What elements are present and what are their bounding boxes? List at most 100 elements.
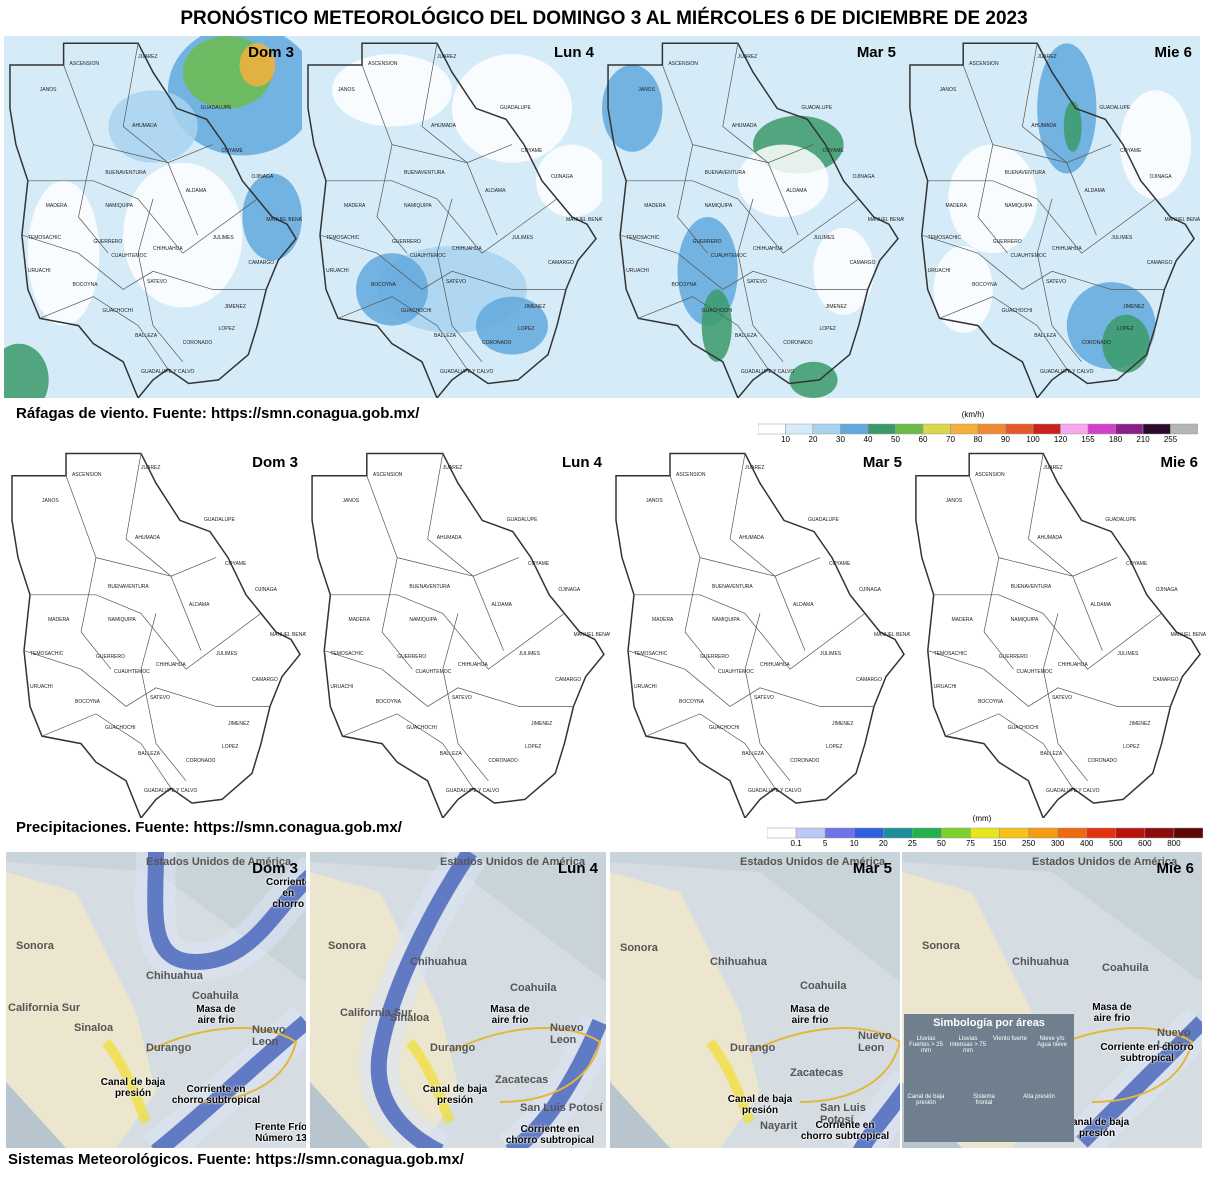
municipality-label: MANUEL BENAVIDES: [270, 632, 306, 638]
municipal-border: [330, 594, 565, 670]
municipality-label: COYAME: [221, 148, 243, 155]
municipality-label: COYAME: [1126, 561, 1148, 568]
legend-swatch: [1142, 423, 1171, 435]
municipality-label: TEMOSACHIC: [634, 650, 668, 657]
municipality-label: OJINAGA: [251, 173, 274, 180]
legend-swatch: [1173, 827, 1203, 839]
municipal-border: [1036, 198, 1082, 363]
municipality-label: BUENAVENTURA: [1004, 169, 1046, 176]
municipality-label: CUAUHTEMOC: [718, 669, 754, 676]
municipality-label: JUAREZ: [138, 54, 158, 61]
municipal-border: [30, 594, 262, 670]
caption: Ráfagas de viento. Fuente: https://smn.c…: [16, 405, 420, 422]
municipality-label: GUADALUPE: [801, 104, 833, 111]
municipality-label: LOPEZ: [218, 325, 235, 332]
day-label: Dom 3: [252, 454, 298, 471]
wind-area: [332, 54, 452, 127]
map: [6, 852, 306, 1148]
wind-area: [701, 289, 732, 362]
municipality-label: BALLEZA: [742, 751, 764, 758]
municipality-label: ALDAMA: [786, 188, 807, 195]
municipality-label: URUACHI: [30, 684, 53, 691]
jet-stream: [370, 852, 606, 1148]
municipality-label: COYAME: [225, 561, 247, 568]
map: [610, 852, 900, 1148]
municipality-label: OJINAGA: [1149, 173, 1172, 180]
legend-swatch: [1144, 827, 1175, 839]
municipality-label: JUAREZ: [745, 464, 765, 471]
municipality-label: URUACHI: [626, 267, 649, 274]
municipality-label: ALDAMA: [189, 602, 210, 609]
municipality-label: GUACHOCHI: [105, 725, 136, 731]
municipal-border: [1022, 43, 1112, 164]
low-pressure-trough: [706, 1038, 755, 1124]
wind-area: [536, 144, 602, 217]
municipality-label: SATEVO: [1052, 695, 1072, 702]
map: [307, 42, 602, 398]
municipality-label: OJINAGA: [859, 587, 881, 594]
municipality-label: NAMIQUIPA: [409, 617, 438, 624]
municipality-label: GUERRERO: [692, 238, 722, 245]
municipal-border: [1028, 453, 1118, 577]
wind-area: [4, 343, 49, 398]
map-label: Sonora: [922, 940, 960, 952]
municipality-label: JANOS: [945, 498, 963, 505]
municipality-label: CAMARGO: [252, 676, 278, 683]
municipality-label: CUAUHTEMOC: [111, 253, 148, 260]
municipality-label: SATEVO: [754, 695, 774, 702]
municipality-label: CUAUHTEMOC: [710, 253, 747, 260]
municipality-label: MADERA: [45, 202, 68, 209]
municipality-label: BALLEZA: [138, 751, 160, 758]
municipality-label: BALLEZA: [434, 332, 456, 339]
map-label: Sonora: [328, 940, 366, 952]
municipal-border: [342, 713, 474, 789]
municipality-label: CORONADO: [488, 758, 518, 765]
municipality-label: BOCOYNA: [679, 698, 705, 705]
map: [4, 36, 302, 398]
municipality-label: CAMARGO: [849, 260, 876, 267]
wind-area: [356, 253, 428, 326]
municipality-label: GUACHOCHI: [102, 307, 133, 314]
municipal-border: [442, 613, 489, 782]
municipality-label: MADERA: [644, 202, 666, 209]
municipal-border: [627, 650, 874, 707]
day-label: Dom 3: [248, 44, 294, 61]
municipality-label: JUAREZ: [437, 54, 457, 61]
legend-tick: 90: [1001, 435, 1010, 444]
municipality-label: CUAUHTEMOC: [1016, 669, 1053, 676]
map: [311, 452, 605, 818]
municipality-label: CAMARGO: [1146, 260, 1173, 267]
state-outline: [909, 42, 1195, 398]
state-outline: [607, 42, 899, 398]
municipality-label: GUERRERO: [992, 238, 1022, 245]
municipality-label: BUENAVENTURA: [404, 169, 445, 176]
map-panel: JUAREZ ASCENSION JANOS AHUMADA GUADALUPE COYA…: [4, 36, 302, 398]
municipality-label: ASCENSION: [372, 472, 403, 479]
cold-area: [1041, 1027, 1194, 1103]
municipality-label: LOPEZ: [222, 743, 239, 750]
municipality-label: JANOS: [638, 86, 655, 93]
municipal-border: [39, 296, 169, 370]
municipality-label: CUAUHTEMOC: [1010, 253, 1047, 260]
legend-tick: 80: [973, 435, 983, 444]
map-label: Sonora: [620, 942, 658, 954]
symbology-item: Lluvias Fuertes > 25 mm: [909, 1036, 943, 1054]
municipality-label: URUACHI: [326, 267, 349, 274]
legend-swatch: [795, 827, 826, 839]
symbology-title: Simbología por áreas: [933, 1017, 1045, 1029]
legend-unit: (km/h): [961, 410, 985, 419]
municipality-label: SATEVO: [150, 695, 170, 702]
municipality-label: BOCOYNA: [75, 698, 101, 705]
municipality-label: GUADALUPE: [500, 104, 531, 111]
municipality-label: BUENAVENTURA: [105, 169, 147, 176]
day-label: Mar 5: [862, 454, 902, 471]
municipality-label: TEMOSACHIC: [326, 235, 360, 242]
municipality-label: CORONADO: [790, 758, 820, 765]
wind-area: [933, 245, 993, 333]
municipality-label: JANOS: [646, 498, 663, 505]
municipal-border: [27, 180, 258, 254]
municipality-label: GUACHOCHI: [1007, 725, 1039, 731]
wind-area: [239, 43, 276, 87]
municipality-label: LOPEZ: [826, 743, 843, 750]
